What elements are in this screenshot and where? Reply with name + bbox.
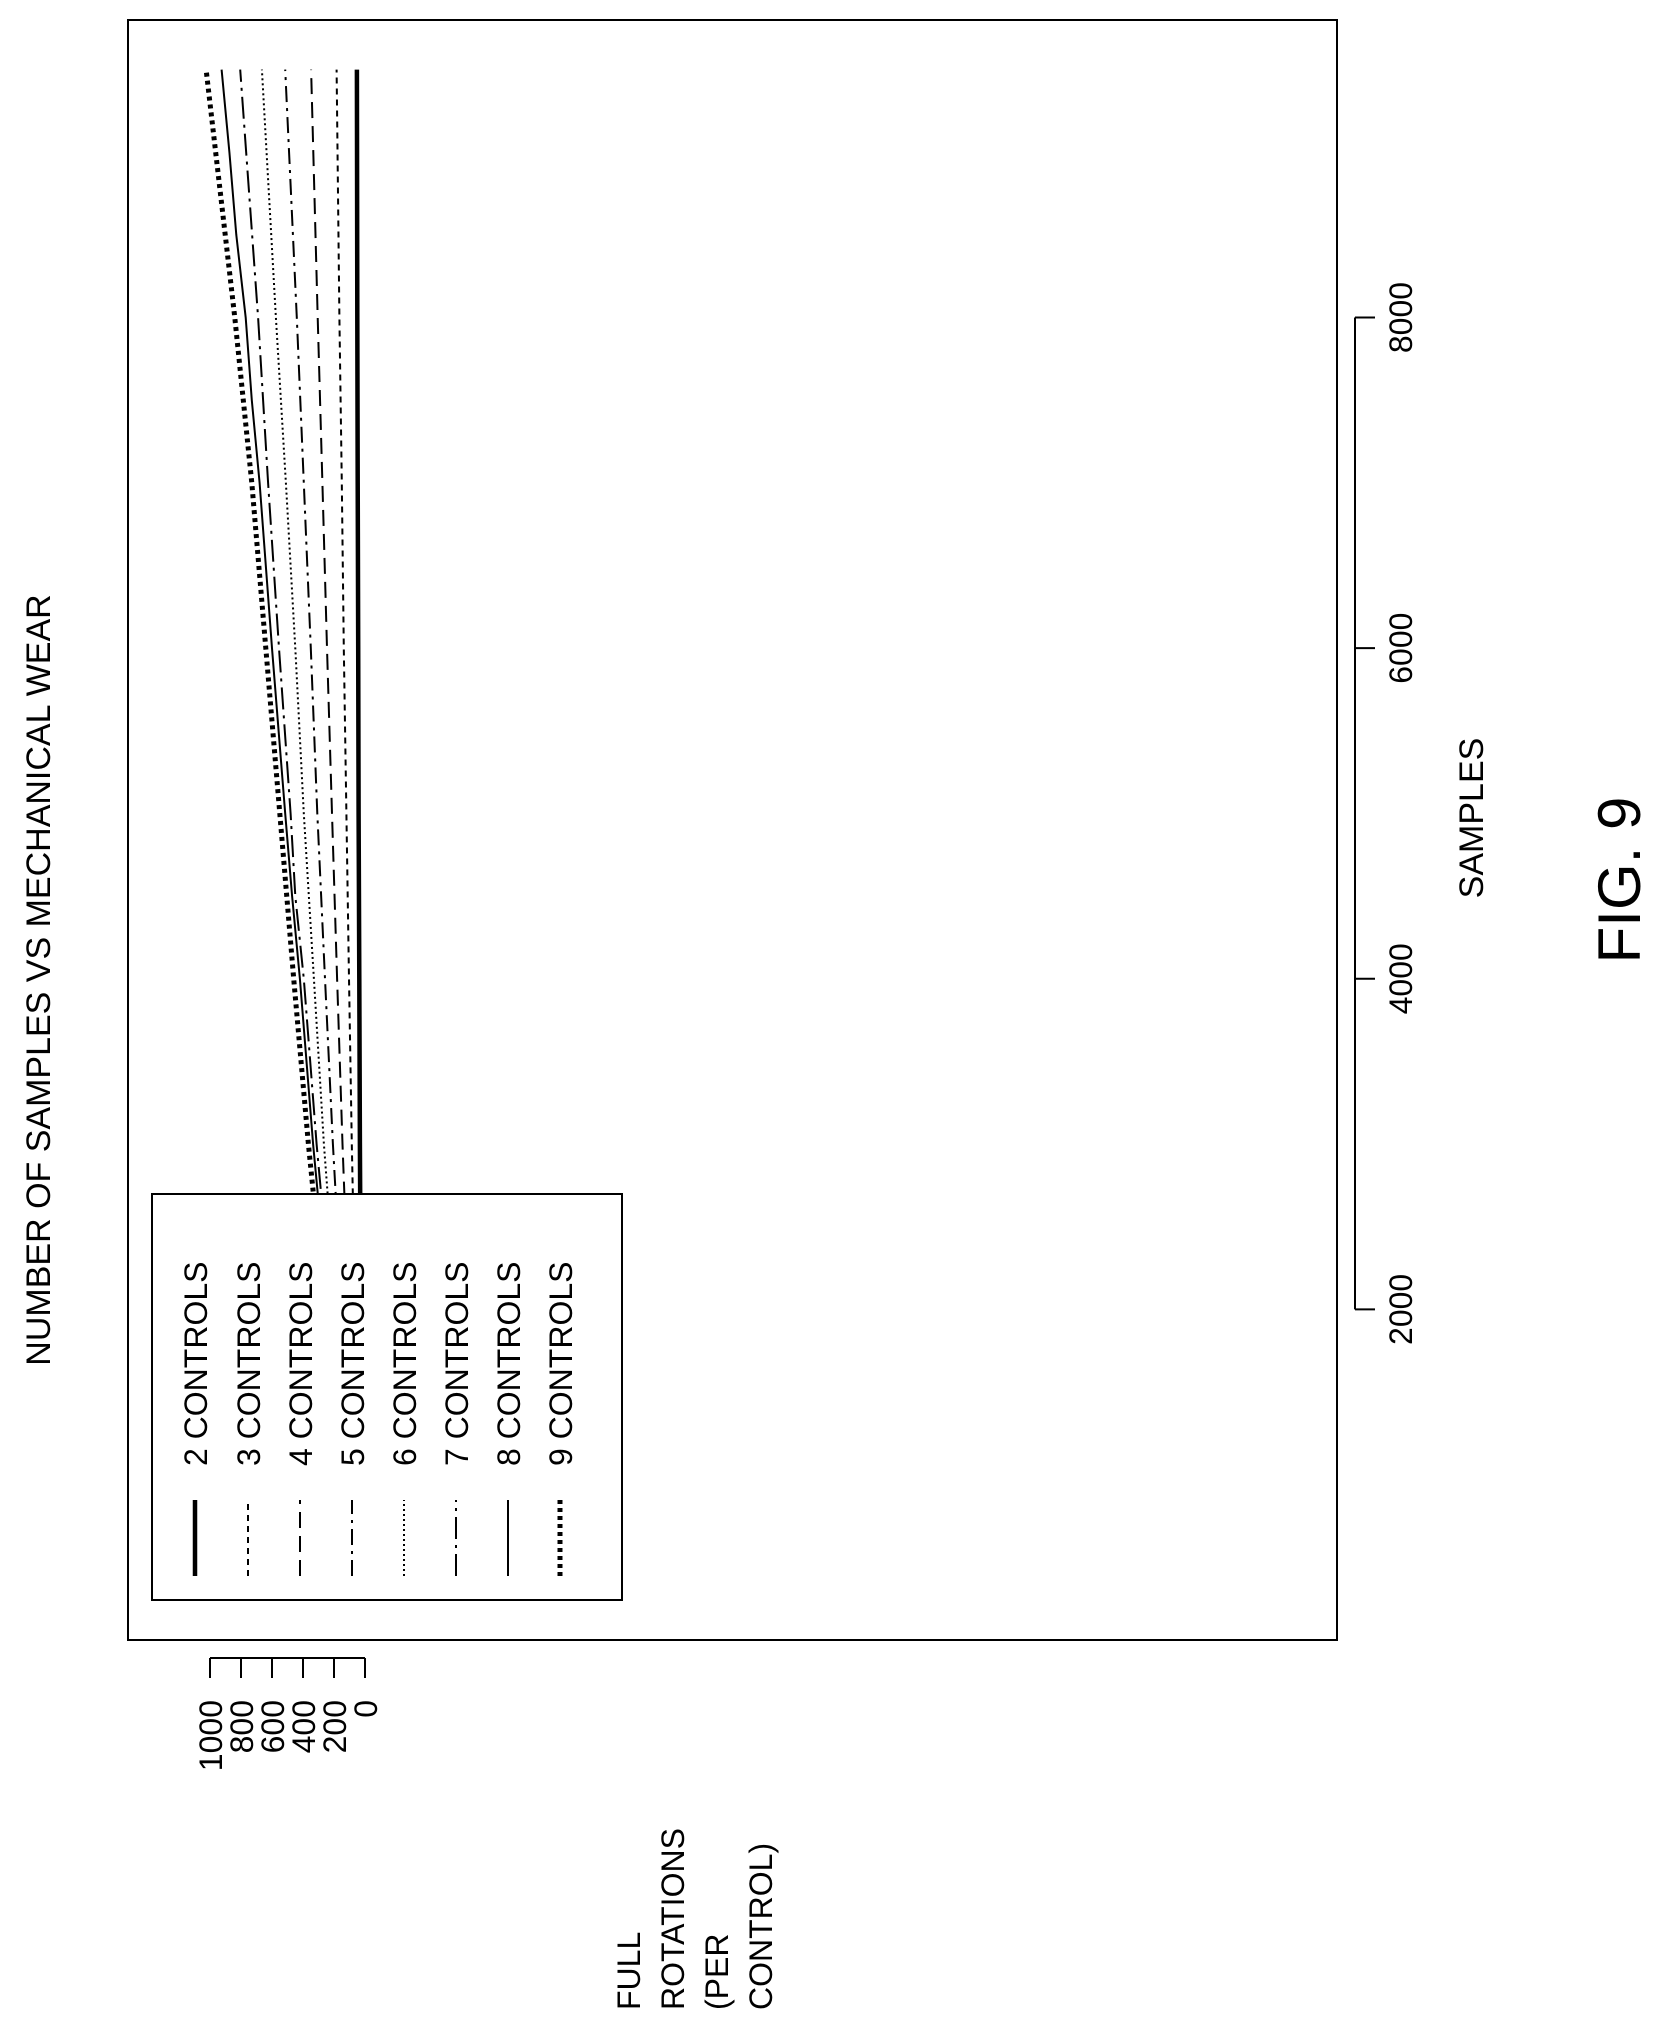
y-tick-label: 800 [224, 1700, 260, 1753]
legend: 2 CONTROLS 3 CONTROLS 4 CONTROLS 5 CONTROLS… [151, 1193, 623, 1601]
legend-label: 8 CONTROLS [491, 1262, 527, 1466]
legend-label: 6 CONTROLS [387, 1262, 423, 1466]
legend-label: 4 CONTROLS [283, 1262, 319, 1466]
x-tick-label: 8000 [1383, 282, 1419, 353]
legend-label: 9 CONTROLS [543, 1262, 579, 1466]
series-line-4-controls [310, 69, 361, 1558]
y-axis-label-line: CONTROL) [743, 1843, 779, 2010]
y-axis-label: FULL ROTATIONS (PER CONTROL) [611, 1828, 779, 2010]
y-axis-label-line: (PER [699, 1934, 735, 2010]
y-axis-label-line: FULL [611, 1932, 647, 2010]
x-axis: 2000 4000 6000 8000 [1354, 282, 1419, 1345]
plot-frame [127, 19, 1338, 1641]
y-tick-label: 200 [317, 1700, 353, 1753]
y-tick-label: 0 [348, 1700, 384, 1718]
y-tick-label: 600 [255, 1700, 291, 1753]
x-tick-label: 4000 [1383, 943, 1419, 1014]
series-line-9-controls [203, 69, 357, 1558]
x-tick-label: 2000 [1383, 1274, 1419, 1345]
y-axis-label-line: ROTATIONS [655, 1828, 691, 2010]
x-axis-label: SAMPLES [1453, 738, 1491, 899]
y-tick-label: 400 [286, 1700, 322, 1753]
y-tick-label: 1000 [193, 1700, 229, 1771]
chart-title: NUMBER OF SAMPLES VS MECHANICAL WEAR [20, 594, 58, 1365]
figure-label: FIG. 9 [1586, 797, 1653, 964]
legend-label: 3 CONTROLS [231, 1262, 267, 1466]
legend-box [151, 1193, 623, 1601]
legend-label: 7 CONTROLS [439, 1262, 475, 1466]
x-tick-label: 6000 [1383, 613, 1419, 684]
legend-label: 2 CONTROLS [178, 1262, 214, 1466]
legend-label: 5 CONTROLS [335, 1262, 371, 1466]
